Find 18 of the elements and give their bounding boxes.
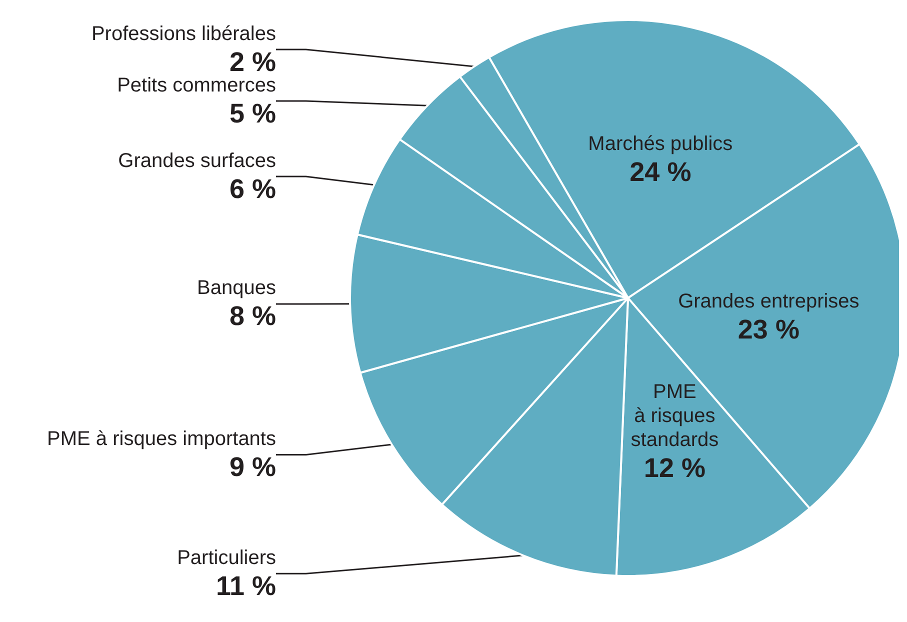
- slice-label: Grandes entreprises: [678, 290, 860, 312]
- slice-label: Grandes surfaces: [118, 150, 276, 172]
- slice-label: Banques: [197, 277, 276, 300]
- slice-label: PME à risques standards: [630, 381, 719, 452]
- data-label: 6 %: [229, 174, 276, 204]
- data-label: 5 %: [229, 98, 276, 128]
- data-label: 8 %: [229, 301, 276, 332]
- slice-label: Petits commerces: [117, 74, 276, 96]
- slice-label: PME à risques importants: [47, 428, 276, 450]
- data-label: 24 %: [630, 156, 692, 187]
- data-label: 2 %: [229, 46, 276, 77]
- slice-label: Professions libérales: [91, 22, 276, 45]
- slice-label: Particuliers: [177, 546, 276, 569]
- data-label: 23 %: [738, 314, 800, 344]
- data-label: 11 %: [216, 570, 276, 601]
- data-label: 12 %: [644, 453, 706, 484]
- data-label: 9 %: [229, 452, 276, 482]
- slice-label: Marchés publics: [588, 132, 733, 155]
